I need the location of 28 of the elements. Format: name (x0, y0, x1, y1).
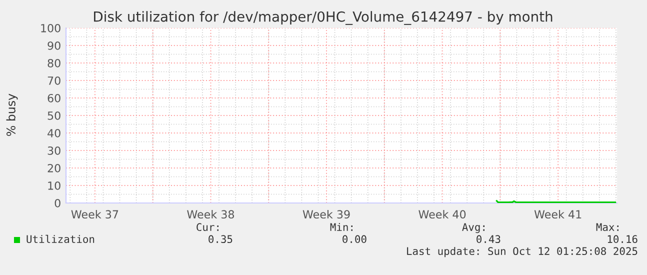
text: 0.00 (342, 235, 366, 244)
y-tick-label: 50 (48, 111, 60, 120)
y-tick-label: 100 (41, 24, 60, 32)
y-tick-label: 40 (48, 128, 60, 138)
y-tick-label: 80 (48, 58, 60, 68)
text: Min: (330, 222, 352, 231)
y-tick-label: 90 (48, 41, 60, 50)
y-tick-label: 10 (48, 181, 60, 190)
x-tick-label: Week 37 (71, 210, 118, 219)
text: Last update: Sun Oct 12 01:25:08 2025 (407, 246, 638, 258)
y-tick-label: 20 (48, 164, 60, 172)
legend-label: Utilization (26, 234, 94, 244)
text: 0.43 (476, 235, 500, 244)
x-tick-label: Week 39 (302, 210, 350, 219)
text: Max: (596, 223, 618, 232)
text: Avg: (462, 223, 484, 234)
x-tick-label: Week 41 (534, 210, 582, 219)
y-tick-label: 30 (48, 146, 60, 155)
y-tick-label: 60 (48, 94, 60, 102)
text: 10.16 (608, 235, 638, 244)
x-tick-label: Week 40 (418, 210, 466, 219)
text: Cur: (196, 223, 218, 232)
y-axis-title: % busy (6, 94, 18, 136)
x-tick-label: Week 38 (187, 210, 234, 219)
text: 0.35 (208, 235, 232, 244)
y-tick-label: 70 (48, 76, 60, 85)
chart-title: Disk utilization for /dev/mapper/0HC_Volume_6142497 - by month (94, 11, 552, 25)
y-tick-label: 0 (54, 198, 60, 208)
